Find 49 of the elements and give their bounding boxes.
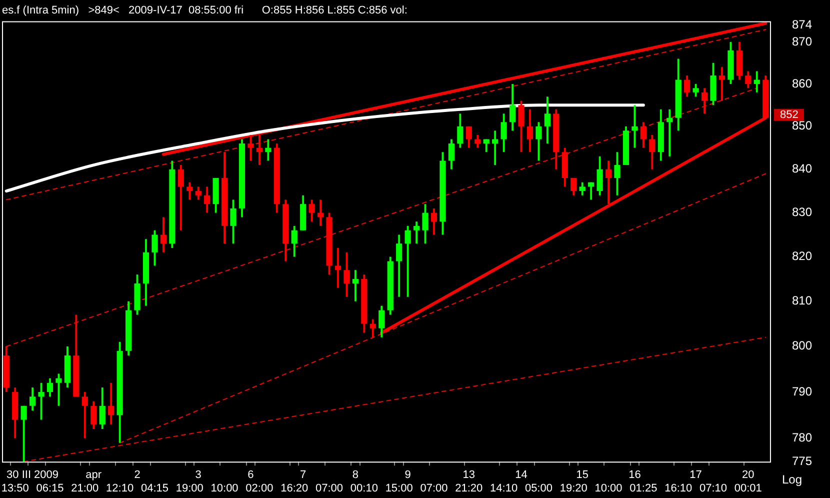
x-tick-label: 3 — [195, 469, 202, 482]
x-tick-label: 16 — [628, 469, 641, 482]
x-tick-label: 12:10 — [106, 482, 134, 494]
x-tick-label: 10:00 — [594, 482, 622, 494]
x-tick-label: 21:00 — [71, 482, 99, 494]
y-tick-label: 830 — [792, 205, 812, 220]
chart-title: es.f (Intra 5min) >849< 2009-IV-17 08:55:00 fri O:855 H:856 L:855 C:856 vol: — [2, 4, 408, 17]
x-tick-label: 07:00 — [316, 482, 344, 494]
x-tick-label: 04:15 — [140, 482, 168, 494]
x-tick-label: 8 — [352, 469, 359, 482]
x-tick-label: 02:00 — [246, 482, 274, 494]
y-tick-label: 850 — [792, 118, 812, 133]
x-tick-label: 19:00 — [176, 482, 204, 494]
x-tick-label: 14 — [515, 469, 528, 482]
x-tick-label: 15 — [576, 469, 588, 482]
y-tick-label: 810 — [792, 294, 812, 308]
x-tick-label: 7 — [300, 469, 306, 482]
y-tick-label: 870 — [792, 34, 812, 48]
x-tick-label: 30 III 2009 — [6, 469, 59, 482]
x-tick-label: 6 — [248, 469, 254, 482]
y-tick-label: 800 — [792, 338, 812, 353]
text: Log — [782, 472, 802, 486]
y-tick-label: 775 — [792, 454, 812, 468]
x-tick-label: 16:10 — [664, 482, 692, 494]
x-tick-label: 15:00 — [385, 482, 413, 494]
y-tick-label: 860 — [792, 76, 812, 90]
x-tick-label: 07:00 — [420, 482, 448, 494]
x-tick-label: 16:20 — [280, 482, 308, 494]
y-tick-label: 790 — [792, 384, 812, 398]
x-tick-label: 14:10 — [490, 482, 518, 494]
x-tick-label: apr — [86, 469, 102, 482]
x-tick-label: 2 — [134, 469, 140, 482]
y-tick-label: 780 — [792, 430, 812, 445]
y-tick-label: 874 — [792, 18, 812, 32]
x-tick-label: 13 21:20 — [455, 469, 483, 494]
x-tick-label: 19:20 — [560, 482, 588, 494]
text: 852 — [780, 108, 798, 121]
x-tick-label: 00:10 — [350, 482, 378, 494]
x-tick-label: 07:10 — [699, 482, 728, 494]
y-tick-label: 820 — [792, 249, 812, 264]
x-tick-label: 01:25 — [630, 482, 658, 494]
x-tick-label: 05:00 — [524, 482, 552, 494]
y-tick-label: 840 — [792, 162, 812, 176]
x-tick-label: 13:50 — [1, 482, 29, 494]
x-tick-label: 9 — [404, 469, 411, 482]
x-tick-label: 20 00:01 — [734, 469, 762, 494]
x-tick-label: 06:15 — [36, 482, 64, 494]
x-tick-label: 17 — [690, 469, 702, 482]
x-tick-label: 10:00 — [210, 482, 238, 494]
